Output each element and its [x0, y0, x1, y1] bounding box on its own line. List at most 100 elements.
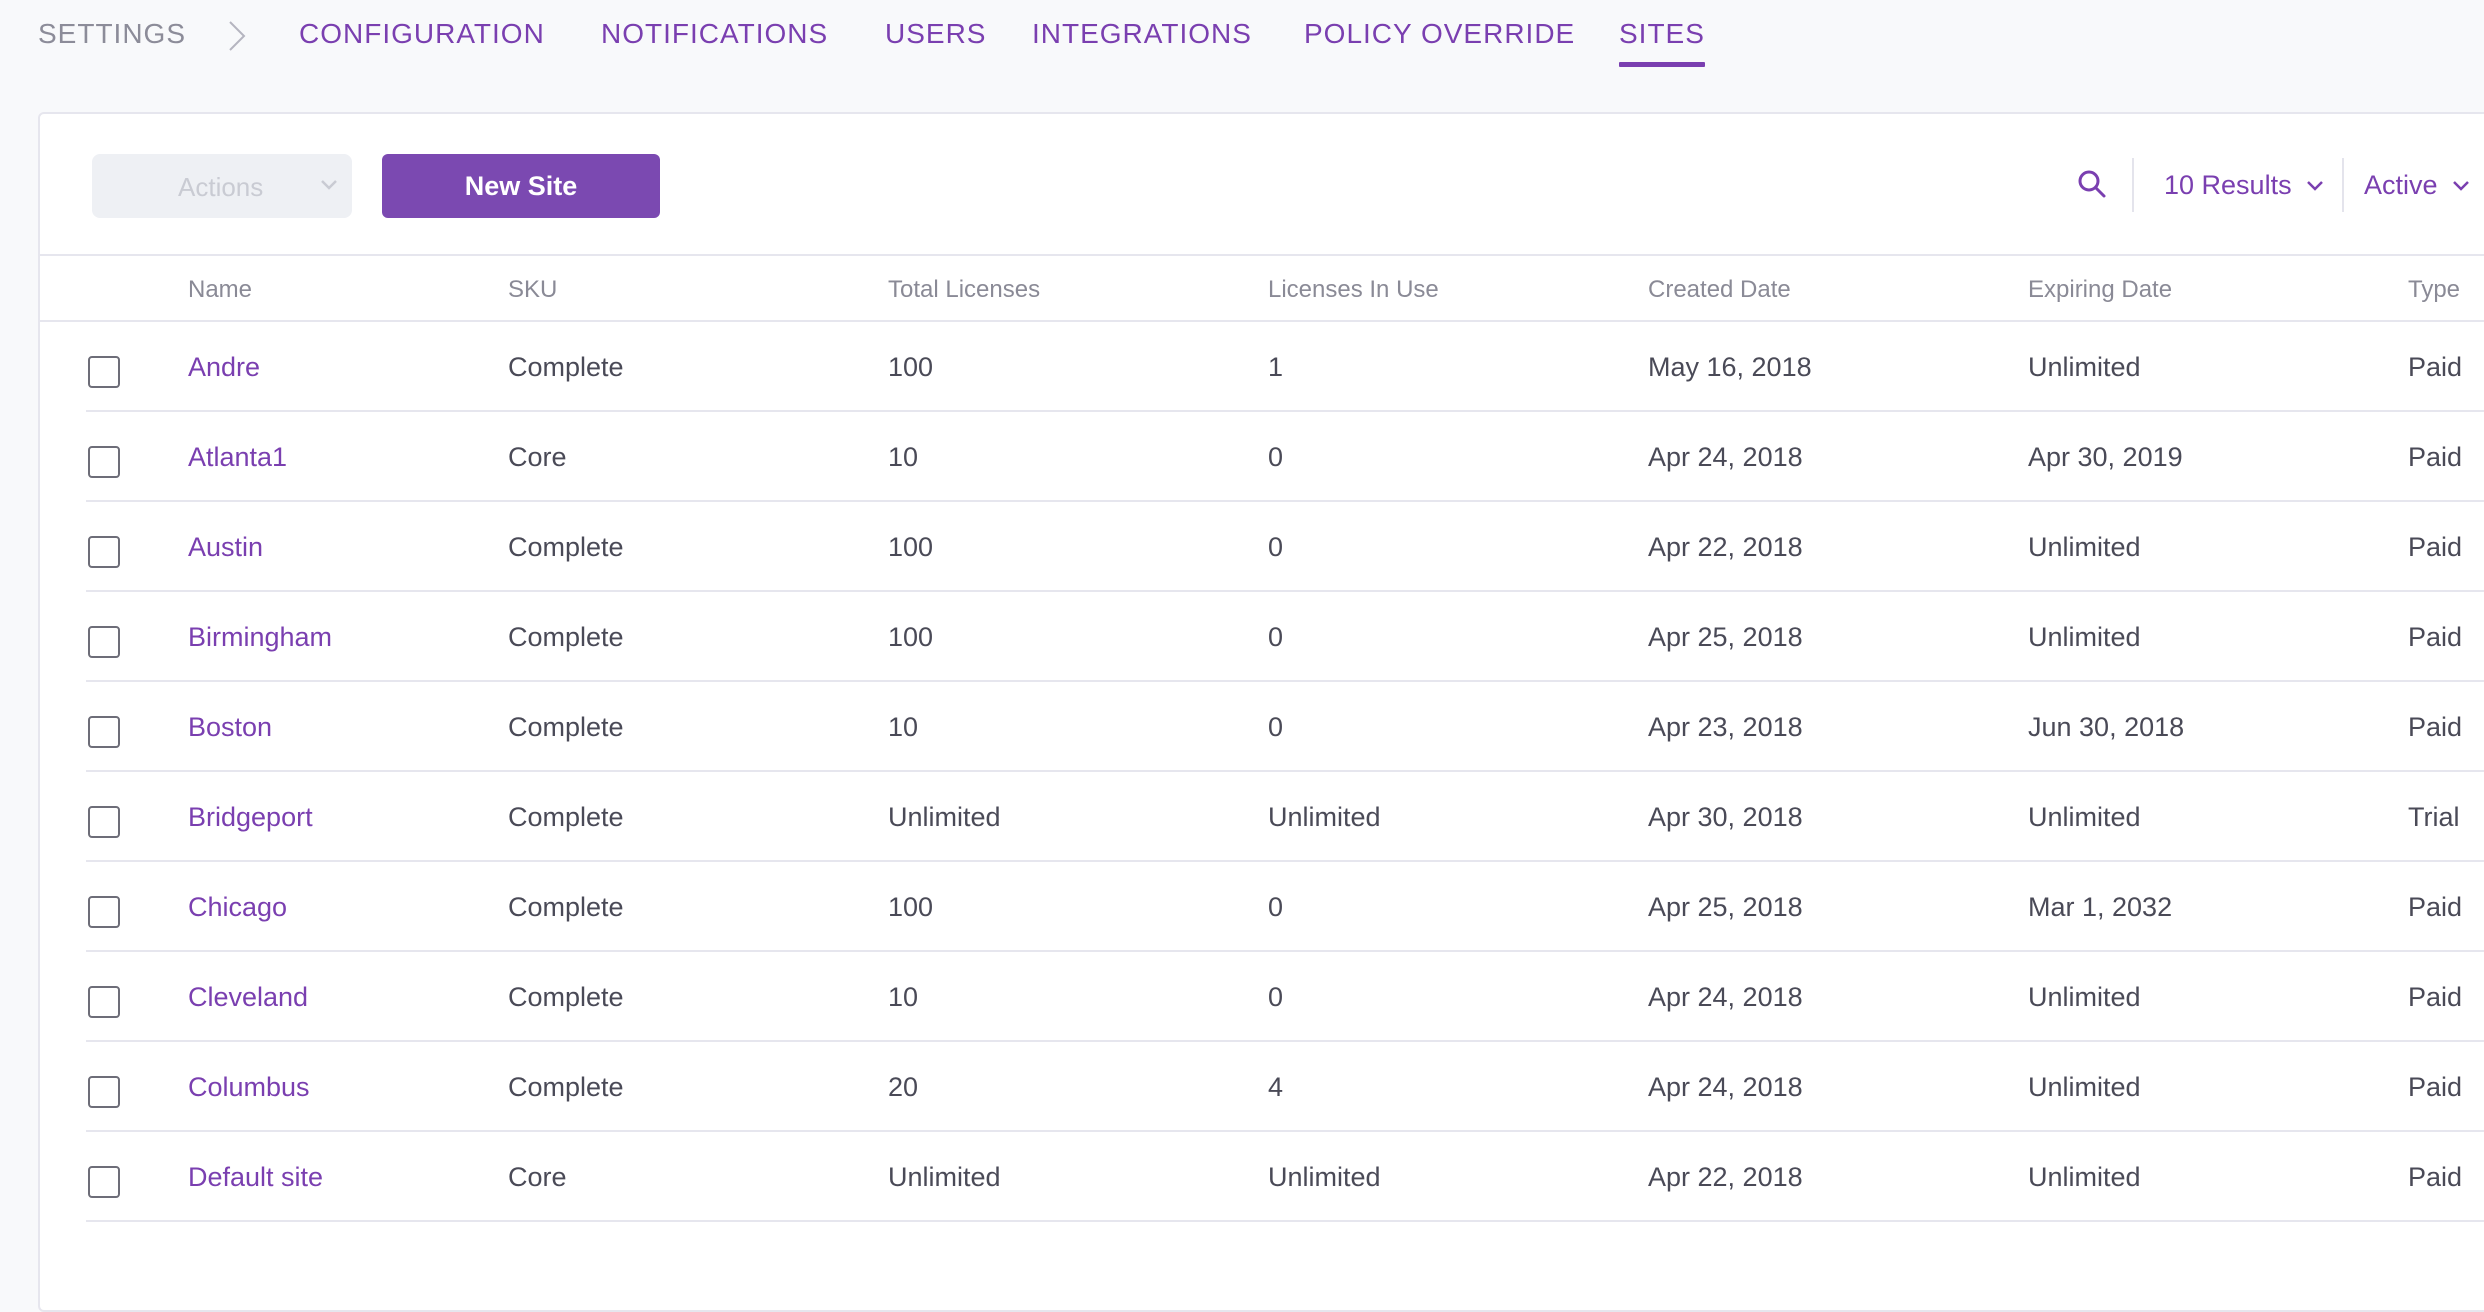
expiring-date-cell: Unlimited — [2028, 1072, 2141, 1102]
column-header-expiring-date[interactable]: Expiring Date — [2028, 276, 2173, 303]
site-name-link[interactable]: Andre — [188, 352, 261, 382]
type-cell: Paid — [2408, 1162, 2463, 1192]
site-name-link[interactable]: Cleveland — [188, 982, 309, 1012]
column-header-created-date[interactable]: Created Date — [1648, 276, 1791, 303]
created-date-cell: Apr 25, 2018 — [1648, 622, 1803, 652]
chevron-down-icon — [2306, 180, 2323, 191]
breadcrumb-settings[interactable]: SETTINGS — [38, 18, 187, 49]
top-navigation: SETTINGS CONFIGURATION NOTIFICATIONS USE… — [0, 0, 2484, 80]
licenses-in-use-cell: Unlimited — [1268, 1162, 1381, 1192]
sku-cell: Complete — [508, 532, 624, 562]
created-date-cell: Apr 24, 2018 — [1648, 442, 1803, 472]
row-checkbox[interactable] — [88, 986, 120, 1018]
type-cell: Paid — [2408, 532, 2463, 562]
sku-cell: Complete — [508, 982, 624, 1012]
created-date-cell: May 16, 2018 — [1648, 352, 1812, 382]
type-cell: Trial — [2408, 802, 2460, 832]
sku-cell: Complete — [508, 1072, 624, 1102]
table-row[interactable]: Chicago Complete 100 0 Apr 25, 2018 Mar 1, 20… — [86, 862, 2484, 952]
type-cell: Paid — [2408, 1072, 2463, 1102]
tab-integrations[interactable]: INTEGRATIONS — [1032, 18, 1252, 49]
sku-cell: Core — [508, 1162, 567, 1192]
type-cell: Paid — [2408, 712, 2463, 742]
table-row[interactable]: Boston Complete 10 0 Apr 23, 2018 Jun 30, 201… — [86, 682, 2484, 772]
row-checkbox[interactable] — [88, 446, 120, 478]
site-name-link[interactable]: Atlanta1 — [188, 442, 288, 472]
site-name-link[interactable]: Birmingham — [188, 622, 333, 652]
site-name-link[interactable]: Boston — [188, 712, 273, 742]
expiring-date-cell: Unlimited — [2028, 532, 2141, 562]
table-row[interactable]: Default site Core Unlimited Unlimited Apr 22… — [86, 1132, 2484, 1222]
column-header-name[interactable]: Name — [188, 276, 253, 303]
column-header-sku[interactable]: SKU — [508, 276, 558, 303]
expiring-date-cell: Mar 1, 2032 — [2028, 892, 2173, 922]
site-name-link[interactable]: Chicago — [188, 892, 288, 922]
sku-cell: Complete — [508, 892, 624, 922]
column-header-total-licenses[interactable]: Total Licenses — [888, 276, 1041, 303]
new-site-button[interactable]: New Site — [382, 154, 660, 218]
sku-cell: Core — [508, 442, 567, 472]
total-licenses-cell: 100 — [888, 892, 934, 922]
chevron-down-icon — [2452, 180, 2469, 191]
licenses-in-use-cell: Unlimited — [1268, 802, 1381, 832]
created-date-cell: Apr 22, 2018 — [1648, 1162, 1803, 1192]
table-row[interactable]: Atlanta1 Core 10 0 Apr 24, 2018 Apr 30, 2019 P… — [86, 412, 2484, 502]
chevron-right-icon — [229, 21, 246, 51]
tab-users[interactable]: USERS — [885, 18, 987, 49]
licenses-in-use-cell: 0 — [1268, 712, 1284, 742]
row-checkbox[interactable] — [88, 536, 120, 568]
table-row[interactable]: Columbus Complete 20 4 Apr 24, 2018 Unlimited… — [86, 1042, 2484, 1132]
results-per-page-dropdown[interactable]: 10 Results — [2164, 170, 2324, 201]
toolbar-divider — [2132, 158, 2134, 212]
row-checkbox[interactable] — [88, 356, 120, 388]
licenses-in-use-cell: 0 — [1268, 892, 1284, 922]
type-cell: Paid — [2408, 982, 2463, 1012]
created-date-cell: Apr 24, 2018 — [1648, 982, 1803, 1012]
row-checkbox[interactable] — [88, 806, 120, 838]
actions-label: Actions — [178, 172, 264, 202]
site-name-link[interactable]: Bridgeport — [188, 802, 313, 832]
expiring-date-cell: Unlimited — [2028, 622, 2141, 652]
created-date-cell: Apr 30, 2018 — [1648, 802, 1803, 832]
type-cell: Paid — [2408, 892, 2463, 922]
total-licenses-cell: 100 — [888, 532, 934, 562]
sites-panel: Actions New Site 10 Results Active Name — [38, 112, 2484, 1312]
total-licenses-cell: Unlimited — [888, 802, 1001, 832]
table-row[interactable]: Birmingham Complete 100 0 Apr 25, 2018 Unlimi… — [86, 592, 2484, 682]
table-row[interactable]: Bridgeport Complete Unlimited Unlimited Apr … — [86, 772, 2484, 862]
expiring-date-cell: Unlimited — [2028, 1162, 2141, 1192]
licenses-in-use-cell: 0 — [1268, 532, 1284, 562]
toolbar-divider — [2342, 158, 2344, 212]
table-row[interactable]: Austin Complete 100 0 Apr 22, 2018 Unlimited P… — [86, 502, 2484, 592]
site-name-link[interactable]: Columbus — [188, 1072, 310, 1102]
status-filter-dropdown[interactable]: Active — [2364, 170, 2470, 201]
row-checkbox[interactable] — [88, 716, 120, 748]
column-header-licenses-in-use[interactable]: Licenses In Use — [1268, 276, 1439, 303]
table-row[interactable]: Cleveland Complete 10 0 Apr 24, 2018 Unlimite… — [86, 952, 2484, 1042]
site-name-link[interactable]: Austin — [188, 532, 264, 562]
licenses-in-use-cell: 0 — [1268, 622, 1284, 652]
total-licenses-cell: 10 — [888, 982, 919, 1012]
search-icon[interactable] — [2076, 168, 2108, 200]
created-date-cell: Apr 22, 2018 — [1648, 532, 1803, 562]
licenses-in-use-cell: 1 — [1268, 352, 1284, 382]
expiring-date-cell: Apr 30, 2019 — [2028, 442, 2183, 472]
site-name-link[interactable]: Default site — [188, 1162, 324, 1192]
column-header-type[interactable]: Type — [2408, 276, 2461, 303]
type-cell: Paid — [2408, 442, 2463, 472]
tab-configuration[interactable]: CONFIGURATION — [299, 18, 545, 49]
table-row[interactable]: Andre Complete 100 1 May 16, 2018 Unlimited Pa… — [86, 322, 2484, 412]
licenses-in-use-cell: 4 — [1268, 1072, 1284, 1102]
row-checkbox[interactable] — [88, 1076, 120, 1108]
row-checkbox[interactable] — [88, 626, 120, 658]
total-licenses-cell: 10 — [888, 712, 919, 742]
tab-notifications[interactable]: NOTIFICATIONS — [601, 18, 829, 49]
row-checkbox[interactable] — [88, 896, 120, 928]
created-date-cell: Apr 23, 2018 — [1648, 712, 1803, 742]
actions-dropdown[interactable]: Actions — [92, 154, 352, 218]
table-header: Name SKU Total Licenses Licenses In Use … — [40, 256, 2484, 322]
tab-sites[interactable]: SITES — [1619, 18, 1705, 67]
total-licenses-cell: Unlimited — [888, 1162, 1001, 1192]
row-checkbox[interactable] — [88, 1166, 120, 1198]
tab-policy-override[interactable]: POLICY OVERRIDE — [1304, 18, 1576, 49]
